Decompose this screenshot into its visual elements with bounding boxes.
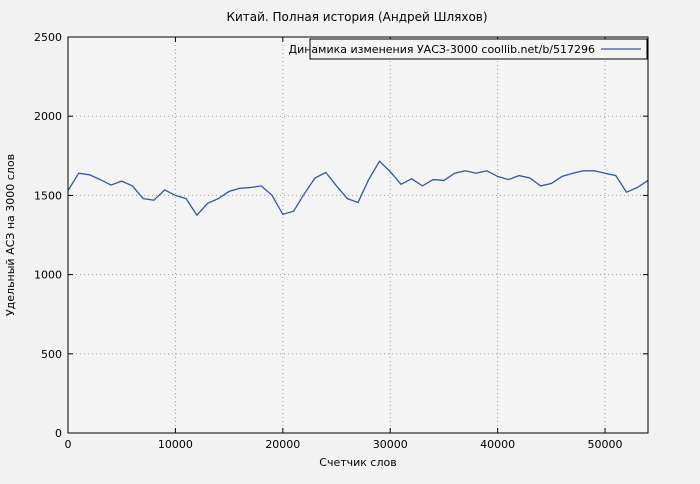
- svg-text:20000: 20000: [265, 438, 300, 451]
- svg-text:500: 500: [41, 348, 62, 361]
- y-axis-label: Удельный АСЗ на 3000 слов: [4, 154, 17, 316]
- plot-border: [67, 36, 649, 434]
- plot-background: [68, 37, 648, 433]
- svg-text:40000: 40000: [480, 438, 515, 451]
- svg-text:50000: 50000: [588, 438, 623, 451]
- svg-text:2500: 2500: [34, 31, 62, 44]
- svg-text:0: 0: [65, 438, 72, 451]
- legend-box: [309, 38, 648, 60]
- tick-labels: 0 10000 20000 30000 40000 50000 0 500 1000 1500 20…: [34, 31, 623, 451]
- legend: Динамика изменения УАСЗ-3000 coollib.net…: [289, 38, 648, 60]
- chart-title: Китай. Полная история (Андрей Шляхов): [226, 10, 487, 24]
- data-series: [67, 160, 649, 217]
- svg-text:0: 0: [55, 427, 62, 440]
- svg-text:30000: 30000: [373, 438, 408, 451]
- svg-text:1500: 1500: [34, 189, 62, 202]
- svg-text:2000: 2000: [34, 110, 62, 123]
- svg-text:10000: 10000: [158, 438, 193, 451]
- x-axis-label: Счетчик слов: [319, 456, 396, 469]
- svg-text:1000: 1000: [34, 269, 62, 282]
- legend-label: Динамика изменения УАСЗ-3000 coollib.net…: [289, 43, 596, 56]
